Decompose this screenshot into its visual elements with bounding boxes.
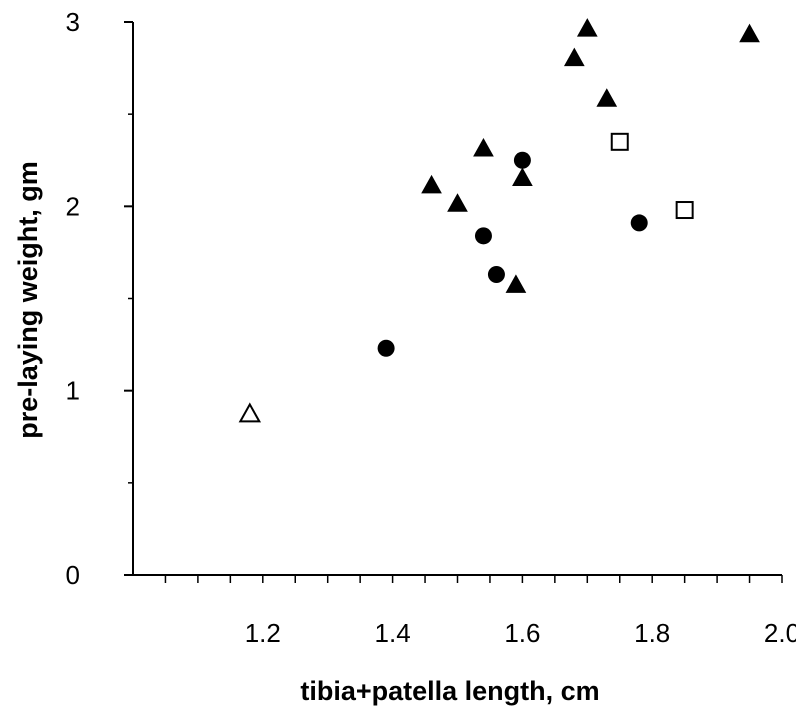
x-tick-label: 1.2 [245, 618, 281, 648]
filled-circle-point [513, 151, 531, 169]
tick-marks [124, 21, 783, 583]
filled-triangle-point [421, 174, 442, 194]
filled-triangle-point [563, 47, 585, 67]
filled-triangle-point [576, 18, 598, 37]
filled-triangle-point [596, 88, 618, 107]
open-triangle-point [238, 402, 262, 423]
open-square-point [675, 201, 694, 220]
y-tick-label: 3 [66, 7, 80, 37]
filled-triangle-point [739, 23, 760, 43]
y-axis-title: pre-laying weight, gm [13, 161, 43, 439]
x-tick-label: 1.8 [634, 618, 670, 648]
y-tick-label: 0 [66, 560, 80, 590]
filled-circle-point [474, 227, 492, 245]
filled-triangle-point [512, 167, 533, 186]
filled-triangle-point [447, 193, 468, 212]
filled-circle-point [630, 214, 648, 232]
x-tick-label: 2.0 [764, 618, 796, 648]
open-square-point [610, 132, 629, 151]
x-tick-label: 1.6 [504, 618, 540, 648]
x-tick-label: 1.4 [375, 618, 411, 648]
filled-circle-point [487, 266, 505, 284]
filled-triangle-point [473, 137, 494, 157]
filled-triangle-point [505, 274, 527, 293]
data-points [238, 18, 760, 423]
y-tick-label: 1 [66, 376, 80, 406]
filled-circle-point [377, 339, 395, 357]
y-tick-label: 2 [66, 191, 80, 221]
axes [132, 22, 782, 576]
x-axis-title: tibia+patella length, cm [300, 676, 599, 706]
tick-labels: 1.2 1.4 1.6 1.8 2.0 0 1 2 3 [66, 7, 796, 648]
